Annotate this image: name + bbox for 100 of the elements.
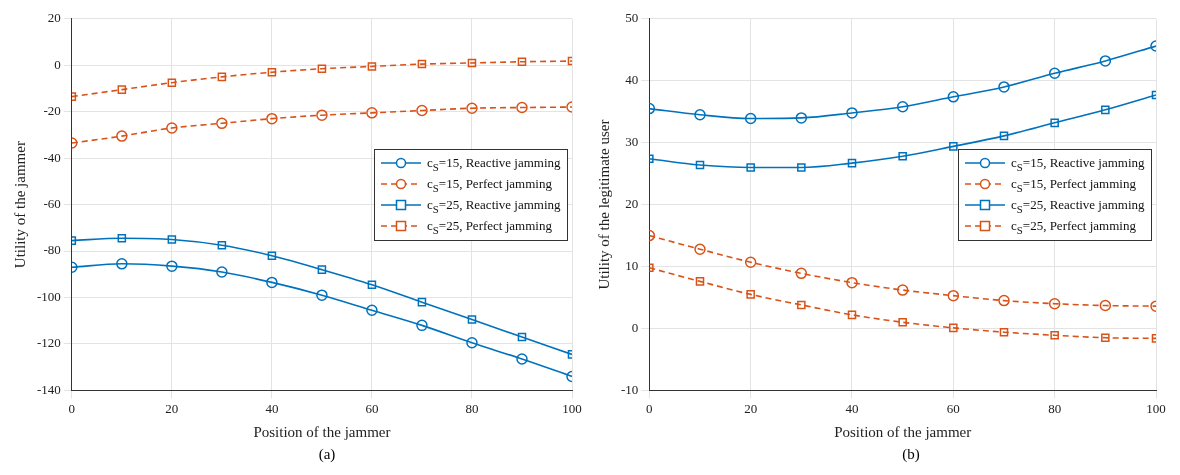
point (1101, 333, 1110, 343)
x-tick-label: 20 (744, 400, 758, 416)
point (116, 130, 128, 142)
point (166, 122, 178, 134)
point (847, 310, 857, 320)
y-tick-label: 40 (625, 72, 639, 88)
point (847, 158, 857, 168)
point (417, 297, 427, 307)
point (846, 107, 858, 119)
text: (a) (317, 446, 337, 464)
point (317, 64, 327, 74)
point (316, 289, 328, 301)
y-axis-title: Utility of the jammer (11, 141, 28, 269)
point (117, 233, 127, 243)
point (898, 317, 907, 327)
point (1099, 299, 1112, 312)
point (317, 265, 327, 274)
point (694, 243, 706, 255)
point (797, 300, 806, 310)
point (466, 102, 478, 114)
point (217, 72, 227, 82)
x-tick-label: 0 (646, 400, 653, 416)
point (267, 67, 277, 77)
point (366, 304, 378, 317)
legend-label: c$_{S}$=25, Perfect jamming (427, 217, 552, 236)
point (217, 240, 227, 250)
legend-label: c$_{S}$=15, Perfect jamming (427, 175, 552, 194)
point (467, 315, 477, 324)
x-tick-label: 100 (1146, 400, 1166, 416)
y-tick-label: -80 (43, 242, 61, 258)
legend-label: c$_{S}$=15, Perfect jamming (1011, 175, 1136, 194)
x-tick-label: 40 (265, 400, 279, 416)
y-tick-label: -100 (36, 288, 61, 304)
x-tick-label: 20 (165, 400, 179, 416)
legend-label: c$_{S}$=25, Reactive jamming (427, 196, 561, 215)
point (466, 337, 478, 349)
point (947, 289, 960, 302)
y-tick-label: 30 (625, 134, 639, 150)
text: (b) (901, 446, 921, 464)
point (517, 57, 527, 67)
point (1048, 297, 1061, 310)
x-tick-label: 60 (365, 400, 379, 416)
y-tick-label: 0 (54, 56, 61, 72)
point (1050, 118, 1059, 128)
y-tick-label: -10 (620, 381, 639, 397)
point (694, 109, 706, 121)
x-tick-label: 80 (465, 400, 479, 416)
y-tick-label: -140 (36, 381, 61, 397)
point (367, 62, 377, 71)
x-tick-label: 100 (562, 400, 582, 416)
point (516, 101, 528, 114)
x-axis-title: Position of the jammer (834, 423, 972, 440)
point (267, 251, 277, 260)
point (744, 256, 757, 268)
point (896, 101, 909, 113)
y-tick-label: 20 (47, 10, 61, 26)
point (999, 131, 1009, 141)
x-tick-label: 80 (1048, 400, 1062, 416)
point (949, 323, 958, 333)
point (416, 104, 428, 117)
point (1099, 55, 1112, 67)
point (797, 163, 806, 172)
point (467, 58, 477, 68)
legend-label: c$_{S}$=15, Reactive jamming (427, 154, 561, 173)
point (216, 117, 228, 130)
x-tick-label: 60 (946, 400, 960, 416)
point (896, 284, 909, 296)
legend-label: c$_{S}$=25, Perfect jamming (1011, 217, 1136, 236)
point (1050, 330, 1059, 340)
legend-label: c$_{S}$=15, Reactive jamming (1011, 154, 1145, 173)
y-tick-label: 20 (625, 196, 639, 212)
point (517, 332, 527, 342)
point (795, 267, 808, 280)
y-axis-title: Utility of the legitimate user (595, 119, 612, 290)
point (316, 109, 328, 121)
x-axis-title: Position of the jammer (253, 423, 391, 440)
point (166, 260, 178, 272)
point (947, 91, 960, 103)
y-tick-label: -40 (43, 149, 61, 165)
y-tick-label: -20 (43, 103, 61, 119)
point (416, 319, 428, 332)
point (167, 78, 177, 87)
point (1048, 67, 1061, 80)
point (746, 163, 755, 172)
y-tick-label: 0 (631, 319, 639, 335)
point (998, 294, 1010, 307)
point (746, 290, 755, 299)
point (795, 112, 808, 124)
point (898, 152, 907, 161)
point (949, 142, 958, 151)
point (417, 59, 427, 69)
point (516, 353, 528, 365)
point (999, 327, 1009, 337)
y-tick-label: -120 (36, 335, 61, 351)
point (167, 235, 177, 244)
legend-label: c$_{S}$=25, Reactive jamming (1011, 196, 1145, 215)
point (117, 85, 127, 94)
point (744, 112, 757, 125)
x-tick-label: 0 (68, 400, 76, 416)
y-tick-label: -60 (43, 196, 61, 212)
